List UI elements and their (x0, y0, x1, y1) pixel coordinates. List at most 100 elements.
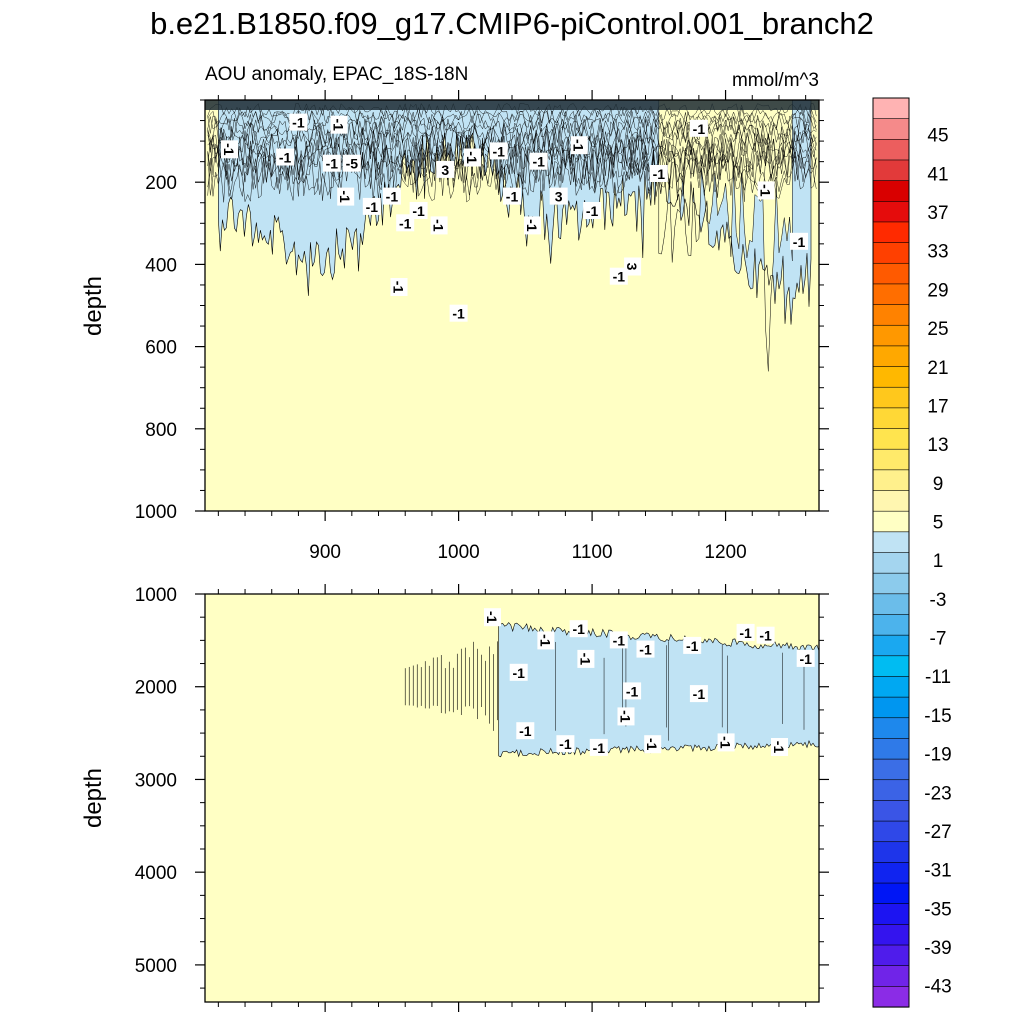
contour-label-text: -1 (586, 203, 599, 219)
colorbar-swatch (872, 262, 910, 285)
contour-label: -1 (276, 148, 295, 166)
contour-label-bg (683, 636, 702, 654)
contour-label-text: -1 (532, 154, 545, 170)
contour-label-bg (503, 187, 521, 205)
contour-label-text: -1 (399, 215, 412, 231)
colorbar-label: -27 (924, 822, 951, 843)
contour-label-text: -1 (506, 189, 519, 205)
contour-label-text: -1 (537, 634, 553, 647)
contour-label-text: -1 (492, 143, 505, 159)
top-panel: AOU anomaly, EPAC_18S-18N mmol/m^3 -1-1-… (80, 64, 829, 563)
surface-contour (207, 151, 817, 203)
contour-label: -5 (342, 154, 361, 172)
contour-label-bg (524, 216, 541, 235)
surface-contour (207, 144, 817, 191)
contour-labels-bottom: -1 -1 -1 -1 -1 -1 -1 -1 -1 -1 -1 -1 -1 -1 -1 -1 -1 -1 -1 -1 (484, 608, 815, 756)
contour-label: -1 (489, 142, 508, 160)
colorbar-swatch (872, 944, 910, 967)
surface-contour (207, 129, 817, 164)
colorbar-swatch (872, 820, 910, 843)
contour-label-bg (556, 735, 575, 753)
contour-label-text: -1 (279, 150, 292, 166)
surface-band (205, 100, 819, 110)
colorbar-swatch (872, 469, 910, 492)
contour-label: -1 (570, 136, 588, 155)
contour-label-text: -1 (793, 234, 806, 250)
contour-label-bg (464, 148, 481, 167)
contour-label-bg (577, 649, 595, 668)
contour-label: -1 (556, 735, 575, 753)
contour-label-bg (276, 148, 295, 166)
contour-label-bg (409, 202, 428, 219)
colorbar-swatch (872, 593, 910, 616)
contour-label-text: 3 (624, 263, 640, 271)
contour-label: -1 (516, 722, 535, 740)
colorbar-label: 13 (927, 435, 948, 456)
colorbar-swatch (872, 841, 910, 863)
contour-label-text: -1 (718, 736, 734, 749)
contour-label-bg (489, 142, 508, 160)
contour-label: -1 (577, 649, 595, 668)
contour-label: -1 (717, 733, 735, 752)
contour-label-text: -1 (452, 306, 465, 322)
contour-lines-top (205, 99, 819, 325)
contour-label-bg (609, 631, 628, 649)
surface-contour (207, 113, 817, 138)
contour-label-bg (449, 304, 468, 322)
contour-label-text: -1 (524, 219, 540, 232)
contour-label: -1 (589, 738, 608, 756)
contour-label-text: -1 (412, 203, 425, 219)
colorbar-swatch (872, 986, 910, 1008)
x-tick-label: 1000 (437, 542, 479, 563)
y-tick-label: 5000 (135, 956, 177, 977)
colorbar-swatch (872, 242, 910, 264)
colorbar-swatch (872, 118, 910, 140)
colorbar-label: 41 (927, 164, 948, 185)
colorbar-label: -11 (925, 667, 951, 688)
x-tick-label: 900 (309, 542, 341, 563)
colorbar-swatch (872, 862, 910, 884)
contour-label-bg (322, 154, 341, 172)
colorbar-swatch (872, 180, 910, 202)
colorbar-swatch (872, 97, 910, 120)
colorbar-label: 1 (933, 551, 944, 572)
contour-label-text: -1 (577, 653, 593, 666)
colorbar-swatch (872, 304, 910, 326)
y-axis-label-bottom: depth (80, 768, 107, 828)
contour-label: -1 (430, 216, 448, 235)
contour-label: -1 (503, 187, 521, 205)
contour-label-bg (569, 620, 588, 638)
contour-label-text: -1 (653, 166, 666, 182)
contour-label: -1 (689, 119, 708, 137)
colorbar-swatch (872, 882, 910, 905)
contour-label-bg (583, 202, 602, 219)
contour-label-bg (617, 707, 635, 726)
colorbar-swatch (872, 738, 910, 760)
colorbar-label: 25 (927, 319, 948, 340)
contour-label-bg (516, 722, 535, 740)
contour-label-text: -1 (464, 151, 480, 164)
contour-label-bg (430, 216, 448, 235)
contour-label-bg (636, 640, 655, 658)
colorbar-label: -7 (930, 629, 947, 650)
colorbar-swatch (872, 448, 910, 471)
axis-ticks-bottom: 1000 2000 3000 4000 5000 (135, 584, 829, 1012)
contour-label: -1 (449, 304, 468, 322)
y-tick-label: 1000 (135, 502, 177, 523)
colorbar-swatch (872, 386, 910, 409)
contour-label: -1 (221, 140, 238, 159)
colorbar-swatch (872, 552, 910, 574)
contour-label-text: -5 (346, 156, 359, 172)
surface-contour (207, 121, 817, 152)
contour-label-bg (790, 232, 808, 250)
contour-label-text: -1 (292, 115, 305, 131)
x-tick-label: 1200 (704, 542, 746, 563)
contour-label-text: -1 (693, 121, 706, 137)
y-tick-label: 200 (145, 173, 177, 194)
colorbar-swatch (872, 428, 910, 450)
colorbar: 45 41 37 33 29 25 21 17 13 9 5 1 -3 -7 -11 -15 -19 -23 -27… (872, 97, 952, 1008)
x-tick-label: 1100 (572, 542, 613, 563)
contour-label-text: -1 (571, 139, 587, 152)
contour-label-bg (609, 267, 628, 285)
colorbar-swatch (872, 655, 910, 678)
